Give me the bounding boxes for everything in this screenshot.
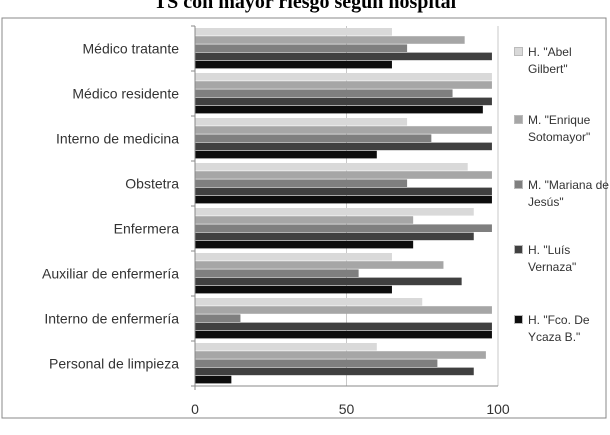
bar [195,330,492,339]
legend-swatch [514,315,523,324]
category-labels: Médico tratante Médico residente Interno d… [42,41,179,372]
legend-item: M. "Mariana de Jesús" [514,177,610,211]
category-label: Personal de limpieza [49,356,179,372]
category-label: Obstetra [125,176,179,192]
bar [195,298,423,306]
bar [195,277,462,286]
bar [195,163,468,171]
x-tick-label: 0 [191,401,199,417]
category-label: Interno de enfermería [44,311,179,327]
bar [195,232,474,241]
bar [195,351,486,359]
bar [195,142,492,151]
legend-label: H. "Fco. De Ycaza B." [528,313,590,344]
bar [195,118,408,126]
bar [195,36,465,44]
bar [195,367,474,376]
axes [191,25,498,390]
bar [195,179,408,187]
bar [195,285,392,294]
legend-label: M. "Enrique Sotomayor" [528,113,591,144]
bar [195,89,453,97]
legend-label: M. "Mariana de Jesús" [528,178,609,209]
legend-label: H. "Abel Gilbert" [528,45,572,76]
bar [195,171,492,179]
legend-swatch [514,47,523,56]
legend-item: M. "Enrique Sotomayor" [514,112,610,146]
category-label: Auxiliar de enfermería [42,266,179,282]
category-label: Médico residente [72,86,179,102]
bar [195,52,492,61]
bar [195,97,492,106]
legend-item: H. "Luís Vernaza" [514,242,610,276]
bar [195,208,474,216]
bar [195,253,392,261]
legend-swatch [514,115,523,124]
bar [195,81,492,89]
bar [195,60,392,69]
bars [195,28,492,384]
bar [195,105,483,114]
bar [195,261,444,269]
bar [195,187,492,196]
legend-item: H. "Abel Gilbert" [514,44,610,78]
legend-swatch [514,245,523,254]
bar [195,343,377,351]
bar [195,240,414,249]
bar [195,44,408,52]
bar [195,73,492,81]
tick-labels: 0 50 100 [191,401,510,417]
bar [195,28,392,36]
bar [195,216,414,224]
x-tick-label: 50 [339,401,355,417]
legend-swatch [514,180,523,189]
category-label: Interno de medicina [56,131,179,147]
bar [195,150,377,159]
bar [195,375,232,384]
category-label: Enfermera [114,221,180,237]
legend-label: H. "Luís Vernaza" [528,243,577,274]
bar [195,359,438,367]
bar [195,306,492,314]
x-tick-label: 100 [486,401,510,417]
bar [195,322,492,331]
bar [195,314,241,322]
bar [195,195,492,204]
bar [195,224,492,232]
bar [195,126,492,134]
chart-title: TS con mayor riesgo según hospital [153,0,457,13]
chart-frame [1,17,607,419]
legend-item: H. "Fco. De Ycaza B." [514,312,610,346]
bar [195,134,432,142]
category-label: Médico tratante [83,41,180,57]
bar [195,269,359,277]
